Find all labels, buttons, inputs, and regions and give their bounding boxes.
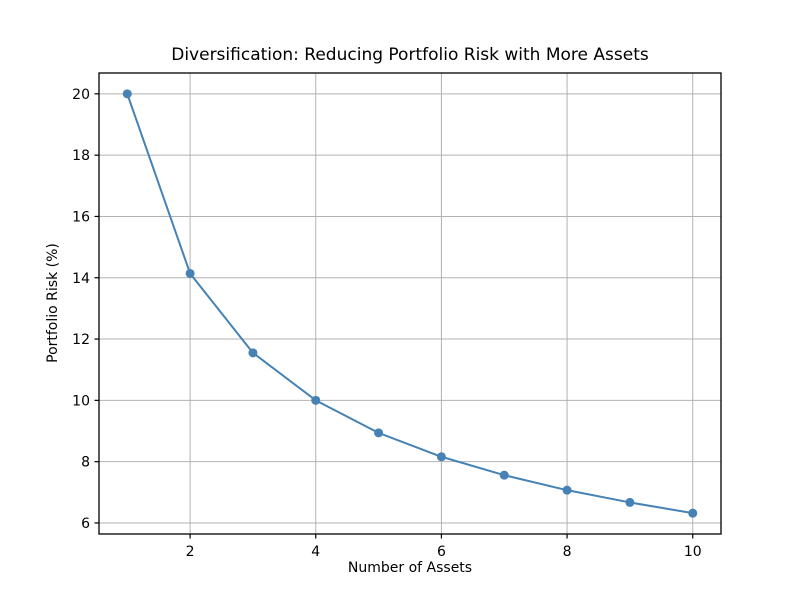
y-tick-label: 16	[72, 209, 90, 225]
data-point	[185, 268, 195, 278]
data-point	[248, 348, 258, 358]
x-tick-label: 8	[563, 544, 572, 560]
axis-ticks: 2 4 6 8 10 6 8 10 12 14 16 18 20	[72, 87, 701, 560]
risk-curve	[126, 92, 694, 515]
data-point	[374, 428, 384, 438]
data-point	[122, 89, 132, 99]
y-axis-label: Portfolio Risk (%)	[45, 243, 61, 363]
x-tick-label: 10	[684, 544, 702, 560]
data-point	[688, 508, 698, 518]
x-tick-label: 6	[437, 544, 446, 560]
y-tick-label: 14	[72, 271, 90, 287]
chart-title: Diversification: Reducing Portfolio Risk…	[171, 45, 649, 65]
x-tick-label: 2	[186, 544, 195, 560]
grid-lines	[99, 73, 721, 534]
data-point	[625, 497, 635, 507]
x-tick-label: 4	[311, 544, 320, 560]
y-tick-label: 20	[72, 87, 90, 103]
risk-series	[122, 89, 698, 518]
data-point	[311, 395, 321, 405]
data-point	[436, 452, 446, 462]
data-point	[562, 485, 572, 495]
y-tick-label: 8	[81, 455, 90, 471]
y-tick-label: 10	[72, 393, 90, 409]
axes-spines	[98, 72, 722, 535]
y-tick-label: 12	[72, 332, 90, 348]
axes-frame	[98, 72, 722, 535]
data-point	[499, 470, 509, 480]
y-tick-label: 6	[81, 516, 90, 532]
x-axis-label: Number of Assets	[348, 560, 472, 576]
y-tick-label: 18	[72, 148, 90, 164]
